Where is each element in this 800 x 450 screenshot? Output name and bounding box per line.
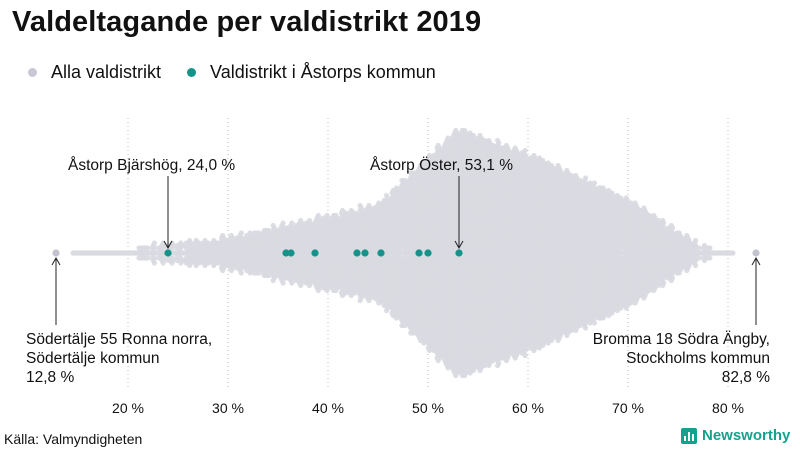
background-point xyxy=(289,220,295,226)
legend-item-astorp: Valdistrikt i Åstorps kommun xyxy=(187,62,436,83)
background-point xyxy=(280,220,286,226)
background-point xyxy=(238,230,244,236)
background-point xyxy=(151,240,157,246)
legend: Alla valdistrikt Valdistrikt i Åstorps k… xyxy=(28,62,462,83)
legend-item-all: Alla valdistrikt xyxy=(28,62,161,83)
background-point xyxy=(145,255,151,261)
background-point xyxy=(289,280,295,286)
background-point xyxy=(151,260,157,266)
legend-label-all: Alla valdistrikt xyxy=(51,62,162,82)
background-point xyxy=(280,280,286,286)
chart-title: Valdeltagande per valdistrikt 2019 xyxy=(12,6,482,38)
background-points xyxy=(52,127,760,379)
background-point xyxy=(145,245,151,251)
background-point xyxy=(238,270,244,276)
background-point xyxy=(151,245,157,251)
legend-swatch-all xyxy=(28,68,37,77)
background-point xyxy=(151,255,157,261)
legend-label-astorp: Valdistrikt i Åstorps kommun xyxy=(210,62,436,82)
legend-swatch-astorp xyxy=(187,68,197,77)
